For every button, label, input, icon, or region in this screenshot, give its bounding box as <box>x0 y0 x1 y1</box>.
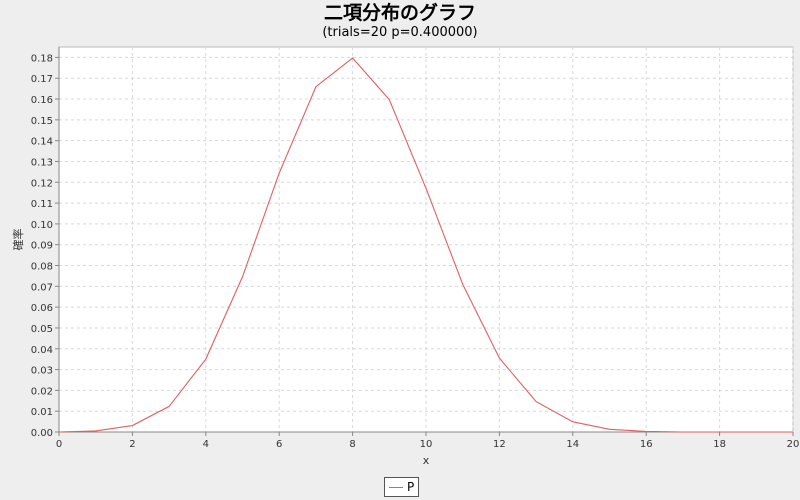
y-tick-label: 0.12 <box>31 178 53 189</box>
y-axis-label: 確率 <box>11 229 25 251</box>
y-tick-label: 0.16 <box>31 95 53 106</box>
y-tick-label: 0.02 <box>31 386 53 397</box>
y-tick-label: 0.17 <box>31 74 53 85</box>
y-tick-label: 0.11 <box>31 199 53 210</box>
y-tick-label: 0.10 <box>31 220 53 231</box>
legend-swatch <box>389 486 403 488</box>
x-tick-label: 14 <box>566 439 579 450</box>
y-tick-label: 0.01 <box>31 407 53 418</box>
x-tick-label: 8 <box>349 439 355 450</box>
axes-layer: 0.00 0.01 0.02 0.03 0.04 0.05 0.06 0.07 0.08 0.09… <box>31 47 800 450</box>
x-tick-label: 20 <box>787 439 800 450</box>
legend: P <box>384 477 420 497</box>
y-tick-label: 0.03 <box>31 366 53 377</box>
x-tick-label: 0 <box>56 439 62 450</box>
y-tick-label: 0.06 <box>31 303 53 314</box>
series-layer <box>58 57 793 433</box>
x-tick-label: 10 <box>420 439 433 450</box>
x-tick-label: 4 <box>203 439 209 450</box>
y-tick-label: 0.04 <box>31 345 53 356</box>
y-tick-label: 0.13 <box>31 157 53 168</box>
x-tick-label: 2 <box>129 439 135 450</box>
y-tick-label: 0.14 <box>31 137 53 148</box>
legend-label: P <box>407 480 415 494</box>
chart-title: 二項分布のグラフ <box>323 2 476 24</box>
y-tick-label: 0.09 <box>31 241 53 252</box>
y-tick-label: 0.18 <box>31 53 53 64</box>
x-axis-label: x <box>423 454 430 467</box>
x-tick-label: 18 <box>713 439 726 450</box>
y-tick-label: 0.05 <box>31 324 53 335</box>
x-tick-label: 12 <box>493 439 506 450</box>
y-tick-label: 0.00 <box>31 428 53 439</box>
y-tick-label: 0.07 <box>31 282 53 293</box>
x-tick-label: 16 <box>640 439 653 450</box>
series-line-P <box>58 57 793 433</box>
y-tick-label: 0.15 <box>31 116 53 127</box>
chart-subtitle: (trials=20 p=0.400000) <box>322 25 478 40</box>
grid-layer <box>58 47 794 433</box>
x-tick-label: 6 <box>276 439 282 450</box>
y-tick-label: 0.08 <box>31 262 53 273</box>
